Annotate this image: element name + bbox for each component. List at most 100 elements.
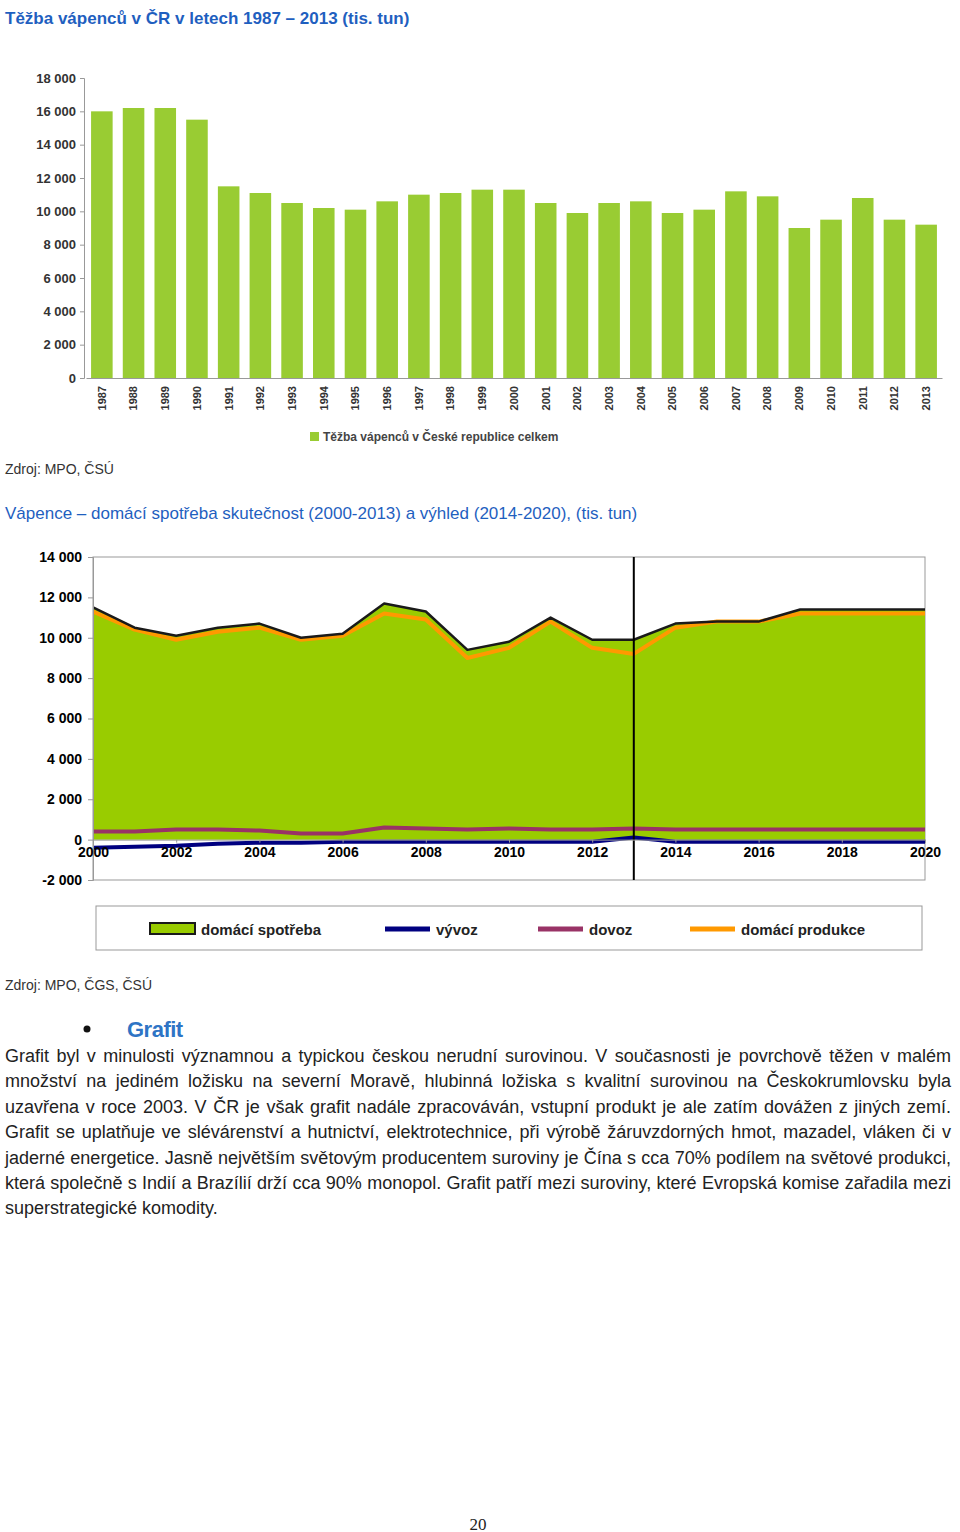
area-outline <box>93 603 925 649</box>
bar <box>503 190 525 378</box>
tick-label: 1989 <box>159 386 171 410</box>
bar <box>472 190 494 378</box>
tick: 2007 <box>730 386 742 410</box>
tick-mark <box>80 311 84 312</box>
tick-label: 1997 <box>413 386 425 410</box>
tick-label: 1993 <box>286 386 298 410</box>
legend-label: Těžba vápenců v České republice celkem <box>323 429 558 444</box>
bar <box>123 108 145 378</box>
tick-mark <box>88 678 93 679</box>
chart-title: Vápence – domácí spotřeba skutečnost (20… <box>5 504 637 523</box>
line <box>93 612 925 658</box>
tick-label: 2018 <box>827 844 858 860</box>
bar <box>789 228 811 378</box>
tick: 2005 <box>666 386 678 410</box>
legend-label: dovoz <box>589 921 632 938</box>
tick: 4 000 <box>43 304 84 319</box>
bar <box>408 195 430 378</box>
tick-mark <box>80 145 84 146</box>
tick-label: 2000 <box>508 386 520 410</box>
divider-line <box>633 557 635 880</box>
bar <box>250 193 272 378</box>
tick-label: 2 000 <box>47 791 82 807</box>
tick: 2010 <box>825 386 837 410</box>
tick: 1990 <box>191 386 203 410</box>
tick: 12 000 <box>39 589 93 605</box>
tick: 2012 <box>888 386 900 410</box>
source-note: Zdroj: MPO, ČSÚ <box>5 461 114 477</box>
tick: 1999 <box>476 386 488 410</box>
tick: 2004 <box>244 840 275 860</box>
tick-label: 2006 <box>328 844 359 860</box>
tick-mark <box>759 840 760 843</box>
tick-mark <box>842 840 843 843</box>
tick-label: 4 000 <box>43 304 76 319</box>
tick-label: 18 000 <box>36 71 76 86</box>
paragraph: Grafit byl v minulosti významnou a typic… <box>5 1044 951 1222</box>
axis-line <box>80 79 85 379</box>
tick-label: 12 000 <box>36 171 76 186</box>
tick: 12 000 <box>36 171 84 186</box>
legend-swatch <box>150 923 195 934</box>
tick: 1994 <box>318 385 330 410</box>
tick: 2013 <box>920 386 932 410</box>
tick-label: 2009 <box>793 386 805 410</box>
tick: 2 000 <box>47 791 93 807</box>
tick-label: 2004 <box>244 844 275 860</box>
tick: 2002 <box>571 386 583 410</box>
tick: 16 000 <box>36 104 84 119</box>
tick: 1993 <box>286 386 298 410</box>
tick: 0 <box>69 371 84 386</box>
page: Těžba vápenců v ČR v letech 1987 – 2013 … <box>0 0 960 1532</box>
tick: 1998 <box>444 386 456 410</box>
tick: 14 000 <box>36 137 84 152</box>
tick: 2009 <box>793 386 805 410</box>
legend: domácí spotřebavývozdovozdomácí produkce <box>96 906 922 950</box>
bar <box>757 196 779 378</box>
tick: 8 000 <box>47 670 93 686</box>
bar <box>345 210 367 378</box>
tick-mark <box>88 597 93 598</box>
plot-frame <box>93 557 925 880</box>
tick-label: 1987 <box>96 386 108 410</box>
tick: 10 000 <box>36 204 84 219</box>
tick-mark <box>80 211 84 212</box>
tick-mark <box>80 111 84 112</box>
legend-swatch <box>538 927 583 932</box>
legend-swatch <box>385 927 430 932</box>
bar <box>915 225 937 378</box>
tick-label: 1988 <box>127 386 139 410</box>
tick: 2014 <box>660 840 691 860</box>
tick: 2000 <box>508 386 520 410</box>
plot-area <box>91 108 937 378</box>
axis-line <box>87 378 943 379</box>
tick: 1987 <box>96 386 108 410</box>
tick-label: 2008 <box>761 386 773 410</box>
tick: 2010 <box>494 840 525 860</box>
legend-label: domácí spotřeba <box>201 921 322 938</box>
tick-mark <box>80 278 84 279</box>
legend-label: vývoz <box>436 921 478 938</box>
bar <box>884 220 906 378</box>
tick: 2000 <box>78 840 109 860</box>
tick-mark <box>426 840 427 843</box>
bar <box>313 208 335 378</box>
tick: 1991 <box>223 386 235 410</box>
tick: 2008 <box>411 840 442 860</box>
tick-label: 1999 <box>476 386 488 410</box>
tick: 1988 <box>127 386 139 410</box>
tick-label: 2011 <box>857 386 869 410</box>
bar <box>376 201 398 378</box>
tick-label: 2012 <box>577 844 608 860</box>
legend-swatch <box>690 927 735 932</box>
bar <box>91 111 113 378</box>
bar <box>630 201 652 378</box>
tick-label: 8 000 <box>47 670 82 686</box>
bar <box>662 213 684 378</box>
bar <box>154 108 176 378</box>
tick-mark <box>88 840 93 841</box>
tick-label: 2002 <box>571 386 583 410</box>
tick-label: 1992 <box>254 386 266 410</box>
axis-line <box>94 840 926 843</box>
tick-mark <box>88 799 93 800</box>
